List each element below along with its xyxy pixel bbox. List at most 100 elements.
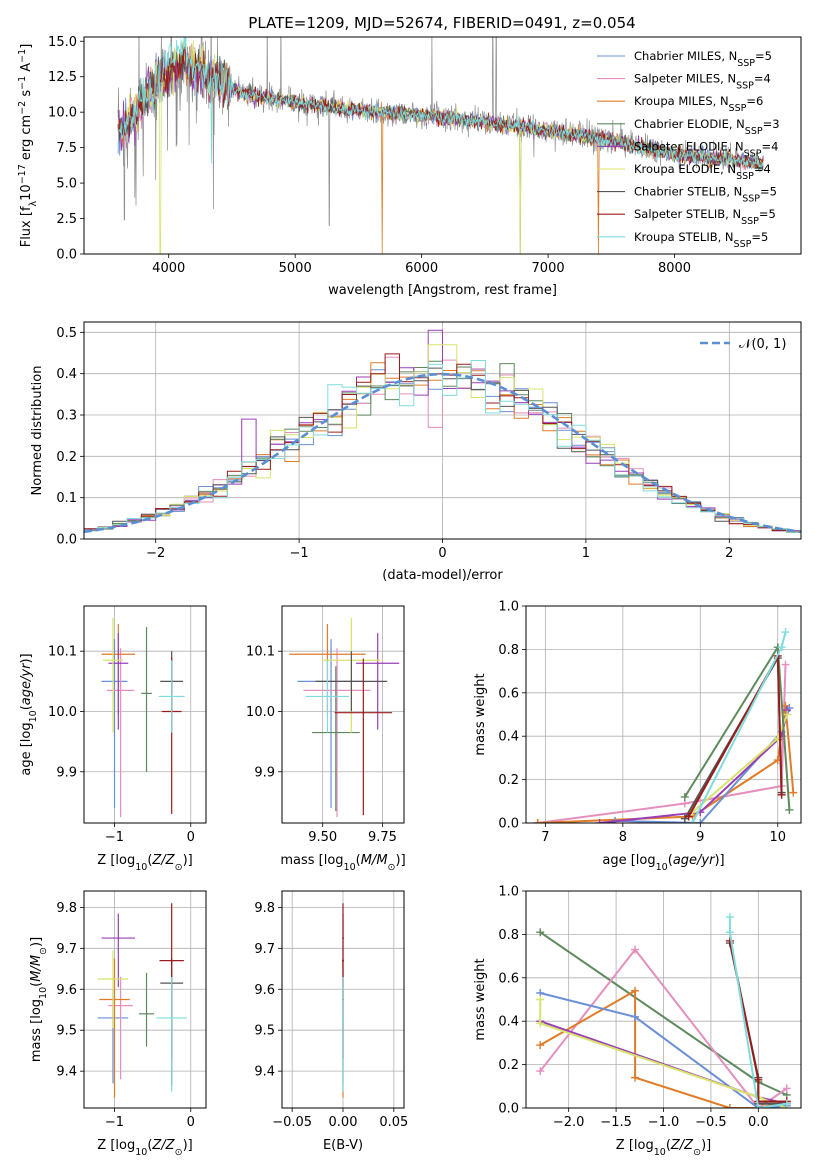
y-tick-label: 9.6 [56,983,77,998]
y-tick-label: 9.6 [254,983,275,998]
model-spectrum-line [117,37,764,172]
x-tick-label: −1 [290,546,309,561]
x-tick-label: 0 [438,546,446,561]
plus-marker [536,928,545,937]
y-tick-label: 9.8 [56,901,77,916]
legend-entry: Kroupa STELIB, NSSP=5 [634,230,768,250]
legend-entry: Chabrier MILES, NSSP=5 [634,49,772,69]
data-point [326,695,329,698]
x-tick-label: 5000 [279,261,312,276]
legend-entry: Salpeter MILES, NSSP=4 [634,72,771,92]
y-axis-label: Normed distribution [30,366,45,496]
plot-area [536,913,791,1108]
y-tick-label: 0.1 [56,491,77,506]
plus-marker [696,819,705,823]
data-point [170,1016,173,1019]
x-tick-label: 0.05 [379,1115,408,1130]
y-tick-label: 2.5 [56,212,77,227]
axes-frame [281,605,405,824]
plus-marker [536,1067,545,1076]
histogram-step [84,360,801,535]
data-point [334,731,337,734]
data-point [113,998,116,1001]
y-tick-label: 0.2 [56,450,77,465]
x-tick-label: 4000 [152,261,185,276]
x-tick-label: 10 [769,830,786,845]
x-tick-label: −1 [105,830,124,845]
data-point [362,711,365,714]
normal-curve [84,372,801,534]
series-line [539,999,788,1108]
y-tick-label: 12.5 [48,70,77,85]
x-tick-label: −2.0 [553,1115,585,1130]
y-tick-label: 9.9 [254,765,275,780]
x-tick-label: −1.0 [648,1115,680,1130]
y-tick-label: 10.0 [48,106,77,121]
plus-marker [631,1073,640,1082]
legend-entry: Kroupa MILES, NSSP=6 [634,94,763,114]
y-axis-label: mass [log10(M/M⊙)] [29,937,49,1062]
data-point [376,662,379,665]
plus-marker [536,1019,545,1028]
y-tick-label: 0.0 [56,248,77,263]
data-point [336,689,339,692]
data-point [111,978,114,981]
y-tick-label: 7.5 [56,141,77,156]
y-tick-label: 0.2 [498,1058,519,1073]
y-tick-label: 0.2 [498,773,519,788]
y-tick-label: 9.5 [56,1024,77,1039]
x-tick-label: 7000 [532,261,565,276]
y-tick-label: 0.8 [498,928,519,943]
x-axis-label: Z [log10(Z/Z⊙)] [97,853,192,873]
legend: Chabrier MILES, NSSP=5 Salpeter MILES, NS… [597,49,780,249]
legend-entry: Chabrier STELIB, NSSP=5 [634,185,777,205]
mass-vs-metallicity-panel: −1 0 9.4 9.5 9.6 9.7 9.8 Z [log10(Z/Z⊙)] mass [l… [29,890,207,1158]
plus-marker [688,819,697,823]
y-tick-label: 9.7 [56,942,77,957]
x-tick-label: 6000 [405,261,438,276]
y-tick-label: 9.5 [254,1024,275,1039]
y-tick-label: 0.8 [498,643,519,658]
legend-entry: Salpeter STELIB, NSSP=5 [634,207,776,227]
axes-frame [525,605,802,824]
y-tick-label: 10.1 [246,645,275,660]
axes-frame [83,605,207,824]
x-tick-label: 2 [725,546,733,561]
x-tick-label: 9.50 [308,830,337,845]
plot-area [342,903,344,1098]
data-point [350,680,353,683]
x-tick-label: −2 [146,546,165,561]
plus-marker [782,1084,791,1093]
y-tick-label: 0.3 [56,409,77,424]
plus-marker [777,790,786,799]
y-tick-label: 1.0 [498,600,519,615]
y-tick-label: 0.4 [498,730,519,745]
data-point [119,689,122,692]
data-point [326,653,329,656]
plot-area [97,903,187,1098]
x-tick-label: 0.0 [748,1115,769,1130]
axes-frame [83,890,207,1109]
plus-marker [725,928,734,937]
age-vs-mass-panel: 9.50 9.75 9.9 10.0 10.1 mass [log10(M/M⊙)] [246,605,406,873]
plus-marker [536,995,545,1004]
y-axis-label: Flux [fλ10−17 erg cm−2 s−1 A−1] [17,44,39,248]
spectrum-panel: 4000 5000 6000 7000 8000 0.0 2.5 5.0 7.5 10.0 12.5… [17,35,802,298]
data-point [145,1012,148,1015]
x-tick-label: −1 [105,1115,124,1130]
y-tick-label: 0.6 [498,686,519,701]
x-tick-label: 9.75 [368,830,397,845]
y-tick-label: 15.0 [48,35,77,50]
data-point [170,695,173,698]
plus-marker [680,792,689,801]
series-line [537,664,787,823]
plus-marker [782,1099,791,1108]
plot-area [533,628,798,823]
residual-histogram-panel: −2 −1 0 1 2 0.0 0.1 0.2 0.3 0.4 0.5 (data-model)/er… [30,321,802,583]
y-tick-label: 9.4 [56,1065,77,1080]
series-line [728,917,787,1108]
plus-marker [684,812,693,821]
y-axis-label: mass weight [473,958,488,1040]
data-point [111,659,114,662]
